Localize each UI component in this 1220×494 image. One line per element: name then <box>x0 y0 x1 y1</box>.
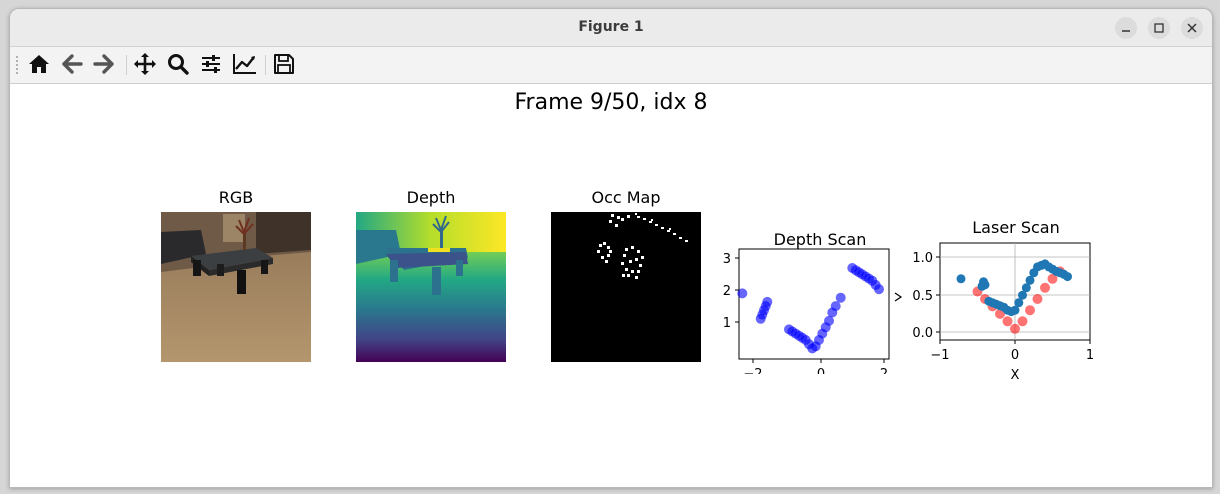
edit-axes-button[interactable] <box>229 49 259 79</box>
zoom-button[interactable] <box>163 49 193 79</box>
chevron-right-icon <box>894 292 903 302</box>
occupancy-map-image <box>551 212 701 362</box>
close-button[interactable] <box>1181 17 1203 39</box>
save-button[interactable] <box>269 49 299 79</box>
laser-scan-blue-point <box>1025 275 1035 285</box>
occ-map-title: Occ Map <box>591 188 661 207</box>
laser-scan-xtick: −1 <box>930 348 949 363</box>
title-bar: Figure 1 <box>10 9 1212 47</box>
figure-suptitle: Frame 9/50, idx 8 <box>514 90 708 115</box>
laser-scan-xlabel: X <box>1011 368 1020 383</box>
laser-scan-ytick: 1.0 <box>912 251 933 266</box>
toolbar <box>10 47 1212 84</box>
depth-scan-point <box>874 284 884 295</box>
depth-scan-point <box>835 292 846 303</box>
line-chart-icon <box>233 54 256 74</box>
laser-scan-red-point <box>1017 316 1028 327</box>
window-title: Figure 1 <box>578 19 644 35</box>
rgb-image <box>161 212 311 362</box>
laser-scan-ytick: 0.0 <box>912 326 933 341</box>
minimize-button[interactable] <box>1115 17 1137 39</box>
toolbar-grip[interactable] <box>16 56 20 74</box>
depth-scan-ytick: 3 <box>723 252 731 267</box>
laser-scan-blue-point <box>980 280 990 290</box>
laser-scan-red-point <box>1002 316 1013 327</box>
move-icon <box>134 53 156 75</box>
maximize-button[interactable] <box>1148 17 1170 39</box>
rgb-title: RGB <box>218 188 254 207</box>
laser-scan-xtick: 1 <box>1086 348 1094 363</box>
depth-scan-point <box>762 296 773 307</box>
pan-button[interactable] <box>130 49 160 79</box>
back-button[interactable] <box>57 49 87 79</box>
laser-scan-red-point <box>1032 294 1043 304</box>
sliders-icon <box>202 55 220 73</box>
floppy-disk-icon <box>274 54 294 74</box>
depth-scan-xtick: 2 <box>880 367 888 374</box>
arrow-left-icon <box>62 54 83 74</box>
laser-scan-blue-point <box>956 274 966 284</box>
maximize-icon <box>1154 23 1164 33</box>
depth-title: Depth <box>406 188 456 207</box>
depth-scan-ytick: 1 <box>723 316 731 331</box>
depth-scan-xtick: −2 <box>743 367 762 374</box>
depth-scan-title: Depth Scan <box>773 230 867 249</box>
laser-scan-blue-point <box>1018 290 1027 300</box>
laser-scan-blue-point <box>1021 283 1031 293</box>
laser-scan-red-point <box>1010 323 1020 334</box>
depth-scan-point <box>824 315 834 326</box>
home-button[interactable] <box>24 49 54 79</box>
depth-scan-plot: −2 0 2 1 2 3 <box>723 248 903 374</box>
laser-scan-blue-point <box>1010 305 1020 315</box>
laser-scan-blue-point <box>1014 298 1024 308</box>
laser-scan-xtick: 0 <box>1011 348 1019 363</box>
toolbar-separator <box>126 55 127 75</box>
depth-scan-point <box>737 288 748 299</box>
depth-image <box>356 212 506 362</box>
search-icon <box>168 54 189 75</box>
toolbar-separator <box>265 55 266 75</box>
laser-scan-red-point <box>1047 273 1058 284</box>
home-icon <box>29 55 49 73</box>
laser-scan-ytick: 0.5 <box>912 289 933 304</box>
depth-scan-ytick: 2 <box>723 284 731 299</box>
figure-window: Figure 1 <box>9 8 1213 488</box>
minimize-icon <box>1122 30 1130 32</box>
forward-button[interactable] <box>89 49 119 79</box>
arrow-right-icon <box>93 54 114 74</box>
configure-subplots-button[interactable] <box>196 49 226 79</box>
depth-scan-xtick: 0 <box>817 367 825 374</box>
laser-scan-blue-point <box>1063 272 1072 282</box>
figure-canvas[interactable]: Frame 9/50, idx 8 RGB Depth <box>10 84 1212 487</box>
depth-scan-point <box>830 301 841 312</box>
close-icon <box>1187 23 1197 33</box>
laser-scan-red-point <box>1025 305 1035 316</box>
laser-scan-plot: −1 0 1 X 0.0 0.5 1.0 <box>912 242 1094 383</box>
laser-scan-title: Laser Scan <box>972 218 1060 237</box>
laser-scan-red-point <box>1040 282 1050 293</box>
